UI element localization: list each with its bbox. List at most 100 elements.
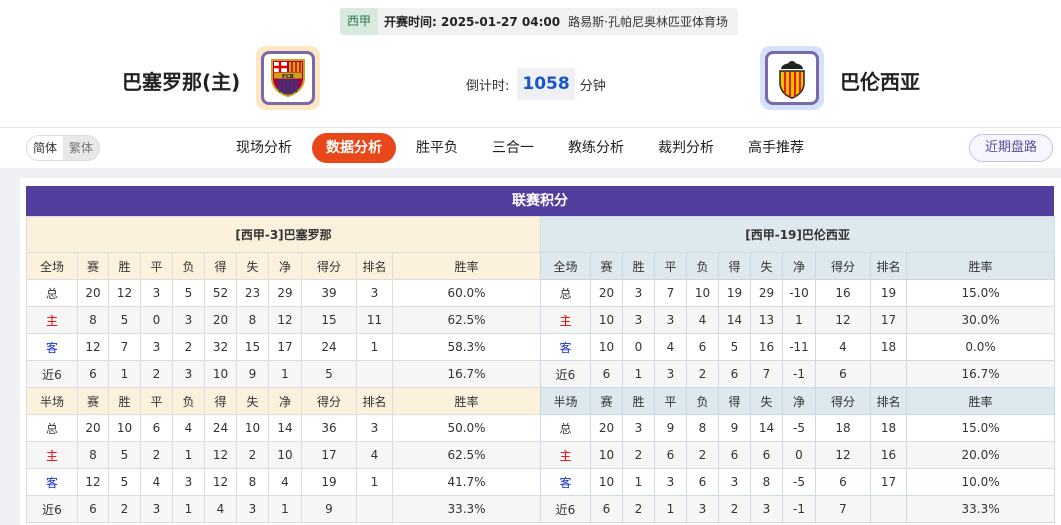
table-cell: 32 (204, 333, 237, 361)
table-cell: 2 (718, 495, 751, 523)
table-cell: -11 (782, 333, 816, 361)
column-header: 赛 (590, 252, 623, 280)
table-cell: 8 (750, 468, 783, 496)
table-cell: 3 (686, 495, 719, 523)
table-cell: 12 (204, 441, 237, 469)
table-cell: 6 (718, 441, 751, 469)
row-label: 近6 (26, 360, 78, 388)
table-row: 总 20 12 3 5 52 23 29 39 3 60.0% (26, 279, 542, 307)
lang-traditional[interactable]: 繁体 (63, 136, 100, 160)
table-cell: 12 (204, 468, 237, 496)
home-team-logo[interactable]: FCB (256, 46, 320, 110)
column-header: 失 (750, 252, 783, 280)
column-header: 得 (204, 252, 237, 280)
tab-3[interactable]: 三合一 (492, 140, 534, 156)
table-cell: 19 (301, 468, 357, 496)
section-label: 全场 (540, 252, 591, 280)
column-header: 排名 (356, 252, 393, 280)
recent-handicap-button[interactable]: 近期盘路 (968, 134, 1053, 162)
table-cell: 6 (654, 441, 687, 469)
league-tag[interactable]: 西甲 (340, 8, 379, 35)
table-cell: 6 (750, 441, 783, 469)
table-cell: 2 (172, 333, 205, 361)
table-cell: 10 (590, 333, 623, 361)
table-cell: 52 (204, 279, 237, 307)
table-cell: 8 (77, 306, 109, 334)
table-cell: 4 (204, 495, 237, 523)
table-cell: 20 (590, 414, 623, 442)
column-header-row: 半场赛胜平负得失净得分 排名 胜率 (540, 387, 1056, 415)
table-cell: -1 (782, 495, 816, 523)
row-label: 近6 (540, 360, 591, 388)
column-header: 失 (750, 387, 783, 415)
table-cell: 4 (686, 306, 719, 334)
table-cell: 10 (590, 441, 623, 469)
table-cell: 15.0% (905, 279, 1056, 307)
table-cell: 1 (268, 495, 302, 523)
column-header: 净 (268, 387, 302, 415)
table-cell: 3 (172, 468, 205, 496)
table-cell: 16 (870, 441, 907, 469)
team-header-row: [西甲-19]巴伦西亚 (539, 216, 1056, 253)
lang-simplified[interactable]: 简体 (33, 141, 58, 155)
table-cell: 36 (301, 414, 357, 442)
tab-6[interactable]: 高手推荐 (748, 140, 804, 156)
table-cell: 33.3% (905, 495, 1056, 523)
table-cell (356, 360, 393, 388)
table-cell: 3 (356, 414, 393, 442)
tab-4[interactable]: 教练分析 (568, 140, 624, 156)
column-header-row: 全场赛胜平负得失净得分 排名 胜率 (540, 252, 1056, 280)
table-cell: 16 (815, 279, 871, 307)
away-standings-table: [西甲-19]巴伦西亚 全场赛胜平负得失净得分 排名 胜率总 20 3 7 10 19 29 -10… (539, 216, 1056, 523)
row-label: 客 (26, 333, 78, 361)
table-cell: 24 (204, 414, 237, 442)
standings-title: 联赛积分 (26, 186, 1054, 216)
away-team-logo[interactable] (760, 46, 824, 110)
table-cell: 9 (718, 414, 751, 442)
table-cell: 0.0% (905, 333, 1056, 361)
barcelona-crest-icon: FCB (271, 59, 305, 98)
column-header: 得分 (301, 252, 357, 280)
tab-1[interactable]: 数据分析 (312, 133, 396, 163)
table-cell: 1 (172, 495, 205, 523)
row-label: 总 (26, 279, 78, 307)
tab-2[interactable]: 胜平负 (416, 140, 458, 156)
countdown: 倒计时: 1058 分钟 (466, 68, 606, 100)
table-cell: 10.0% (905, 468, 1056, 496)
table-cell: -10 (782, 279, 816, 307)
countdown-label: 倒计时: (466, 78, 510, 94)
section-label: 半场 (540, 387, 591, 415)
away-team-name[interactable]: 巴伦西亚 (840, 70, 920, 94)
table-cell: 30.0% (905, 306, 1056, 334)
tab-0[interactable]: 现场分析 (236, 140, 292, 156)
table-cell: 62.5% (391, 441, 542, 469)
table-row: 客 12 5 4 3 12 8 4 19 1 41.7% (26, 468, 542, 496)
team-rank-header[interactable]: [西甲-19]巴伦西亚 (539, 216, 1056, 253)
column-header-row: 全场赛胜平负得失净得分 排名 胜率 (26, 252, 542, 280)
table-cell: 50.0% (391, 414, 542, 442)
home-team-name[interactable]: 巴塞罗那(主) (122, 70, 241, 94)
table-cell: 17 (870, 306, 907, 334)
table-cell: 24 (301, 333, 357, 361)
table-cell: 16.7% (391, 360, 542, 388)
column-header: 胜 (622, 387, 655, 415)
row-label: 主 (540, 441, 591, 469)
table-cell: 41.7% (391, 468, 542, 496)
table-cell: 12 (77, 468, 109, 496)
team-rank-header[interactable]: [西甲-3]巴塞罗那 (25, 216, 542, 253)
tab-5[interactable]: 裁判分析 (658, 140, 714, 156)
column-header: 净 (782, 252, 816, 280)
column-header: 赛 (77, 252, 109, 280)
table-cell: 10 (236, 414, 269, 442)
row-label: 客 (26, 468, 78, 496)
table-cell: 18 (815, 414, 871, 442)
row-label: 主 (26, 441, 78, 469)
table-cell: 1 (622, 360, 655, 388)
column-header: 赛 (77, 387, 109, 415)
row-label: 客 (540, 333, 591, 361)
table-cell: 3 (654, 306, 687, 334)
table-cell: 8 (686, 414, 719, 442)
column-header: 排名 (356, 387, 393, 415)
table-cell: 2 (140, 360, 173, 388)
table-cell: 5 (108, 441, 141, 469)
